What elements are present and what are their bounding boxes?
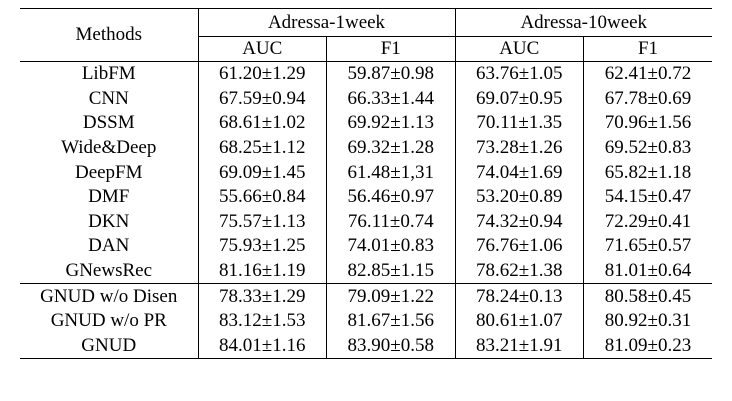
table-row: Wide&Deep 68.25±1.12 69.32±1.28 73.28±1.… bbox=[20, 135, 712, 161]
metric-header-f1-10week: F1 bbox=[583, 36, 712, 62]
method-name: GNUD bbox=[20, 333, 199, 360]
cell-value: 53.20±0.89 bbox=[455, 184, 584, 210]
cell-value: 59.87±0.98 bbox=[326, 61, 456, 87]
method-name: Wide&Deep bbox=[20, 135, 199, 161]
table-header: Methods Adressa-1week Adressa-10week AUC… bbox=[20, 8, 712, 62]
cell-value: 67.78±0.69 bbox=[604, 87, 692, 109]
method-name: GNUD w/o PR bbox=[20, 308, 199, 334]
cell-value: 83.12±1.53 bbox=[198, 308, 327, 334]
cell-value: 79.09±1.22 bbox=[326, 283, 456, 309]
cell-value: 74.04±1.69 bbox=[455, 160, 584, 185]
cell-value: 69.32±1.28 bbox=[326, 135, 456, 161]
best-value: 83.90±0.58 bbox=[326, 333, 456, 360]
cell-value: 68.61±1.02 bbox=[198, 111, 327, 136]
cell-value: 78.33±1.29 bbox=[198, 283, 327, 309]
cell-value: 69.09±1.45 bbox=[198, 160, 327, 185]
metric-header-f1-1week: F1 bbox=[326, 36, 456, 62]
cell-value: 72.29±0.41 bbox=[604, 210, 692, 232]
cell-value: 68.25±1.12 bbox=[198, 135, 327, 161]
cell-value: 75.93±1.25 bbox=[198, 234, 327, 259]
cell-value: 61.20±1.29 bbox=[198, 61, 327, 87]
cell-value: 81.16±1.19 bbox=[198, 258, 327, 284]
table-row: DSSM 68.61±1.02 69.92±1.13 70.11±1.35 70… bbox=[20, 111, 712, 136]
table-row: GNUD w/o Disen 78.33±1.29 79.09±1.22 78.… bbox=[20, 283, 712, 309]
table-row: DMF 55.66±0.84 56.46±0.97 53.20±0.89 54.… bbox=[20, 184, 712, 210]
method-name: GNewsRec bbox=[20, 258, 199, 284]
method-name: DAN bbox=[20, 234, 199, 259]
cell-value: 63.76±1.05 bbox=[455, 61, 584, 87]
cell-value: 80.92±0.31 bbox=[604, 310, 692, 332]
table-row: GNUD w/o PR 83.12±1.53 81.67±1.56 80.61±… bbox=[20, 308, 712, 334]
cell-value: 70.11±1.35 bbox=[455, 111, 584, 136]
method-name: LibFM bbox=[20, 61, 199, 87]
cell-value: 70.96±1.56 bbox=[604, 112, 692, 134]
results-table: Methods Adressa-1week Adressa-10week AUC… bbox=[20, 8, 712, 360]
method-name: CNN bbox=[20, 86, 199, 112]
method-name: DSSM bbox=[20, 111, 199, 136]
cell-value: 74.01±0.83 bbox=[326, 234, 456, 259]
cell-value: 71.65±0.57 bbox=[604, 235, 692, 257]
table-row: LibFM 61.20±1.29 59.87±0.98 63.76±1.05 6… bbox=[20, 61, 712, 87]
metric-header-auc-10week: AUC bbox=[455, 36, 584, 62]
group-header-10week: Adressa-10week bbox=[455, 8, 712, 37]
results-table-container: Methods Adressa-1week Adressa-10week AUC… bbox=[20, 8, 712, 360]
cell-value: 75.57±1.13 bbox=[198, 209, 327, 235]
method-name: DKN bbox=[20, 209, 199, 235]
cell-value: 69.92±1.13 bbox=[326, 111, 456, 136]
method-name: DeepFM bbox=[20, 160, 199, 185]
cell-value: 81.67±1.56 bbox=[326, 308, 456, 334]
cell-value: 80.61±1.07 bbox=[455, 308, 584, 334]
cell-value: 56.46±0.97 bbox=[326, 184, 456, 210]
table-row: CNN 67.59±0.94 66.33±1.44 69.07±0.95 67.… bbox=[20, 86, 712, 112]
table-body: LibFM 61.20±1.29 59.87±0.98 63.76±1.05 6… bbox=[20, 61, 712, 360]
table-row: DAN 75.93±1.25 74.01±0.83 76.76±1.06 71.… bbox=[20, 234, 712, 259]
methods-header: Methods bbox=[20, 8, 199, 62]
table-row-best: GNUD 84.01±1.16 83.90±0.58 83.21±1.91 81… bbox=[20, 333, 712, 360]
table-row: DKN 75.57±1.13 76.11±0.74 74.32±0.94 72.… bbox=[20, 209, 712, 235]
best-value: 84.01±1.16 bbox=[198, 333, 327, 360]
cell-value: 67.59±0.94 bbox=[198, 86, 327, 112]
metric-header-auc-1week: AUC bbox=[198, 36, 327, 62]
best-value: 83.21±1.91 bbox=[455, 333, 584, 360]
cell-value: 76.11±0.74 bbox=[326, 209, 456, 235]
cell-value: 69.52±0.83 bbox=[604, 137, 692, 159]
cell-value: 62.41±0.72 bbox=[604, 63, 692, 85]
cell-value: 55.66±0.84 bbox=[198, 184, 327, 210]
group-header-1week: Adressa-1week bbox=[198, 8, 456, 37]
cell-value: 69.07±0.95 bbox=[455, 86, 584, 112]
cell-value: 76.76±1.06 bbox=[455, 234, 584, 259]
method-name: GNUD w/o Disen bbox=[20, 283, 199, 309]
table-row: DeepFM 69.09±1.45 61.48±1,31 74.04±1.69 … bbox=[20, 160, 712, 185]
cell-value: 74.32±0.94 bbox=[455, 209, 584, 235]
cell-value: 81.01±0.64 bbox=[604, 260, 692, 282]
cell-value: 78.62±1.38 bbox=[455, 258, 584, 284]
method-name: DMF bbox=[20, 184, 199, 210]
table-row: GNewsRec 81.16±1.19 82.85±1.15 78.62±1.3… bbox=[20, 258, 712, 284]
cell-value: 65.82±1.18 bbox=[604, 161, 692, 183]
cell-value: 73.28±1.26 bbox=[455, 135, 584, 161]
cell-value: 61.48±1,31 bbox=[326, 160, 456, 185]
cell-value: 78.24±0.13 bbox=[455, 283, 584, 309]
cell-value: 80.58±0.45 bbox=[583, 283, 712, 309]
cell-value: 82.85±1.15 bbox=[326, 258, 456, 284]
cell-value: 54.15±0.47 bbox=[604, 186, 692, 208]
best-value: 81.09±0.23 bbox=[583, 333, 712, 360]
cell-value: 66.33±1.44 bbox=[326, 86, 456, 112]
